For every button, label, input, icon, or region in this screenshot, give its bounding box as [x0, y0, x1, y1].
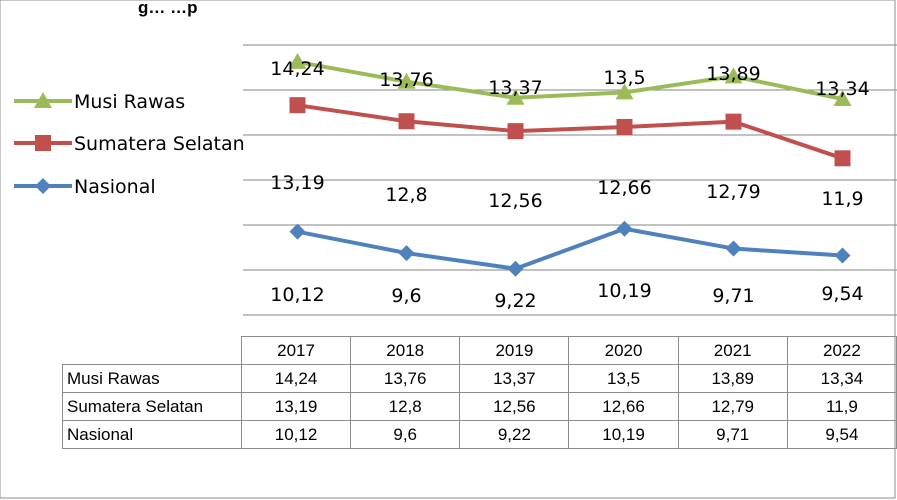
table-cell-nasional-2022: 9,54 [786, 420, 897, 449]
table-header-2019: 2019 [459, 336, 570, 365]
data-label-nasional-2017: 10,12 [270, 284, 324, 306]
data-label-nasional-2018: 9,6 [391, 285, 421, 307]
data-label-musi-rawas-2022: 13,34 [815, 78, 869, 100]
table-cell-sumatera-selatan-2021: 12,79 [677, 392, 788, 421]
legend-label-musi-rawas: Musi Rawas [74, 91, 185, 113]
point-musi-rawas-2019 [506, 88, 525, 105]
legend-label-nasional: Nasional [74, 176, 156, 198]
data-label-sumatera-selatan-2018: 12,8 [385, 184, 427, 206]
table-header-2018: 2018 [350, 336, 461, 365]
point-nasional-2022 [834, 247, 851, 264]
point-sumatera-selatan-2022 [834, 150, 851, 167]
table-cell-musi-rawas-2017: 14,24 [240, 364, 352, 393]
chart-title-area: g… …p [138, 0, 198, 17]
table-cell-sumatera-selatan-2018: 12,8 [350, 392, 461, 421]
table-row-label-nasional: Nasional [62, 420, 242, 449]
point-sumatera-selatan-2017 [289, 97, 306, 114]
table-header-2021: 2021 [677, 336, 788, 365]
data-label-musi-rawas-2020: 13,5 [603, 67, 645, 89]
data-label-musi-rawas-2018: 13,76 [379, 69, 433, 91]
legend: Musi Rawas Sumatera Selatan Nasional [14, 91, 245, 198]
data-label-sumatera-selatan-2019: 12,56 [488, 190, 542, 212]
point-sumatera-selatan-2021 [725, 113, 742, 130]
data-label-musi-rawas-2019: 13,37 [488, 77, 542, 99]
point-musi-rawas-2020 [615, 83, 634, 100]
table-cell-nasional-2017: 10,12 [240, 420, 352, 449]
data-label-sumatera-selatan-2017: 13,19 [270, 172, 324, 194]
table-cell-sumatera-selatan-2019: 12,56 [459, 392, 570, 421]
point-nasional-2019 [507, 260, 524, 277]
data-label-sumatera-selatan-2020: 12,66 [597, 177, 651, 199]
table-cell-musi-rawas-2021: 13,89 [677, 364, 788, 393]
data-table: 2017 2018 2019 2020 2021 2022 Musi Rawas 14,24 1… [62, 336, 897, 449]
table-corner-cell [62, 336, 242, 365]
table-cell-nasional-2018: 9,6 [350, 420, 461, 449]
point-nasional-2020 [616, 220, 633, 237]
data-label-sumatera-selatan-2021: 12,79 [706, 181, 760, 203]
legend-label-sumatera-selatan: Sumatera Selatan [74, 133, 245, 155]
point-sumatera-selatan-2019 [507, 123, 524, 140]
data-label-nasional-2022: 9,54 [821, 283, 863, 305]
table-cell-sumatera-selatan-2020: 12,66 [568, 392, 679, 421]
table-cell-musi-rawas-2018: 13,76 [350, 364, 461, 393]
legend-marker-nasional [35, 178, 51, 194]
data-label-musi-rawas-2017: 14,24 [270, 58, 324, 80]
series-line-nasional [297, 226, 843, 271]
point-musi-rawas-2021 [724, 67, 743, 84]
table-header-2017: 2017 [240, 336, 352, 365]
table-row-sumatera-selatan: Sumatera Selatan 13,19 12,8 12,56 12,66 12,79… [62, 392, 897, 421]
data-label-nasional-2019: 9,22 [494, 290, 536, 312]
table-row-nasional: Nasional 10,12 9,6 9,22 10,19 9,71 9,54 [62, 420, 897, 449]
table-cell-sumatera-selatan-2022: 11,9 [786, 392, 897, 421]
table-cell-musi-rawas-2019: 13,37 [459, 364, 570, 393]
table-header-2020: 2020 [568, 336, 679, 365]
data-label-nasional-2020: 10,19 [597, 280, 651, 302]
data-label-sumatera-selatan-2022: 11,9 [821, 188, 863, 210]
point-sumatera-selatan-2018 [398, 113, 415, 130]
point-sumatera-selatan-2020 [616, 119, 633, 136]
table-header-row: 2017 2018 2019 2020 2021 2022 [62, 336, 897, 365]
table-cell-musi-rawas-2022: 13,34 [786, 364, 897, 393]
series-line-musi-rawas [297, 59, 843, 101]
table-cell-musi-rawas-2020: 13,5 [568, 364, 679, 393]
table-header-2022: 2022 [786, 336, 897, 365]
data-labels: 14,24 13,76 13,37 13,5 13,89 13,34 13,19 12,8 12… [270, 58, 869, 312]
table-cell-nasional-2021: 9,71 [677, 420, 788, 449]
legend-marker-musi-rawas [34, 92, 52, 108]
table-cell-nasional-2019: 9,22 [459, 420, 570, 449]
table-row-label-sumatera-selatan: Sumatera Selatan [62, 392, 242, 421]
series-line-sumatera-selatan [297, 103, 844, 161]
data-label-musi-rawas-2021: 13,89 [706, 63, 760, 85]
point-nasional-2021 [725, 240, 742, 257]
table-cell-sumatera-selatan-2017: 13,19 [240, 392, 352, 421]
gridlines [243, 44, 897, 316]
data-label-nasional-2021: 9,71 [712, 285, 754, 307]
table-row-label-musi-rawas: Musi Rawas [62, 364, 242, 393]
chart-title-fragment: g… …p [138, 0, 198, 17]
legend-marker-sumatera-selatan [35, 135, 51, 151]
point-musi-rawas-2018 [397, 72, 416, 89]
point-musi-rawas-2017 [288, 52, 307, 69]
point-nasional-2017 [289, 223, 306, 240]
point-nasional-2018 [398, 245, 415, 262]
table-row-musi-rawas: Musi Rawas 14,24 13,76 13,37 13,5 13,89 13,34 [62, 364, 897, 393]
table-cell-nasional-2020: 10,19 [568, 420, 679, 449]
series-area [288, 52, 852, 277]
point-musi-rawas-2022 [833, 89, 852, 106]
